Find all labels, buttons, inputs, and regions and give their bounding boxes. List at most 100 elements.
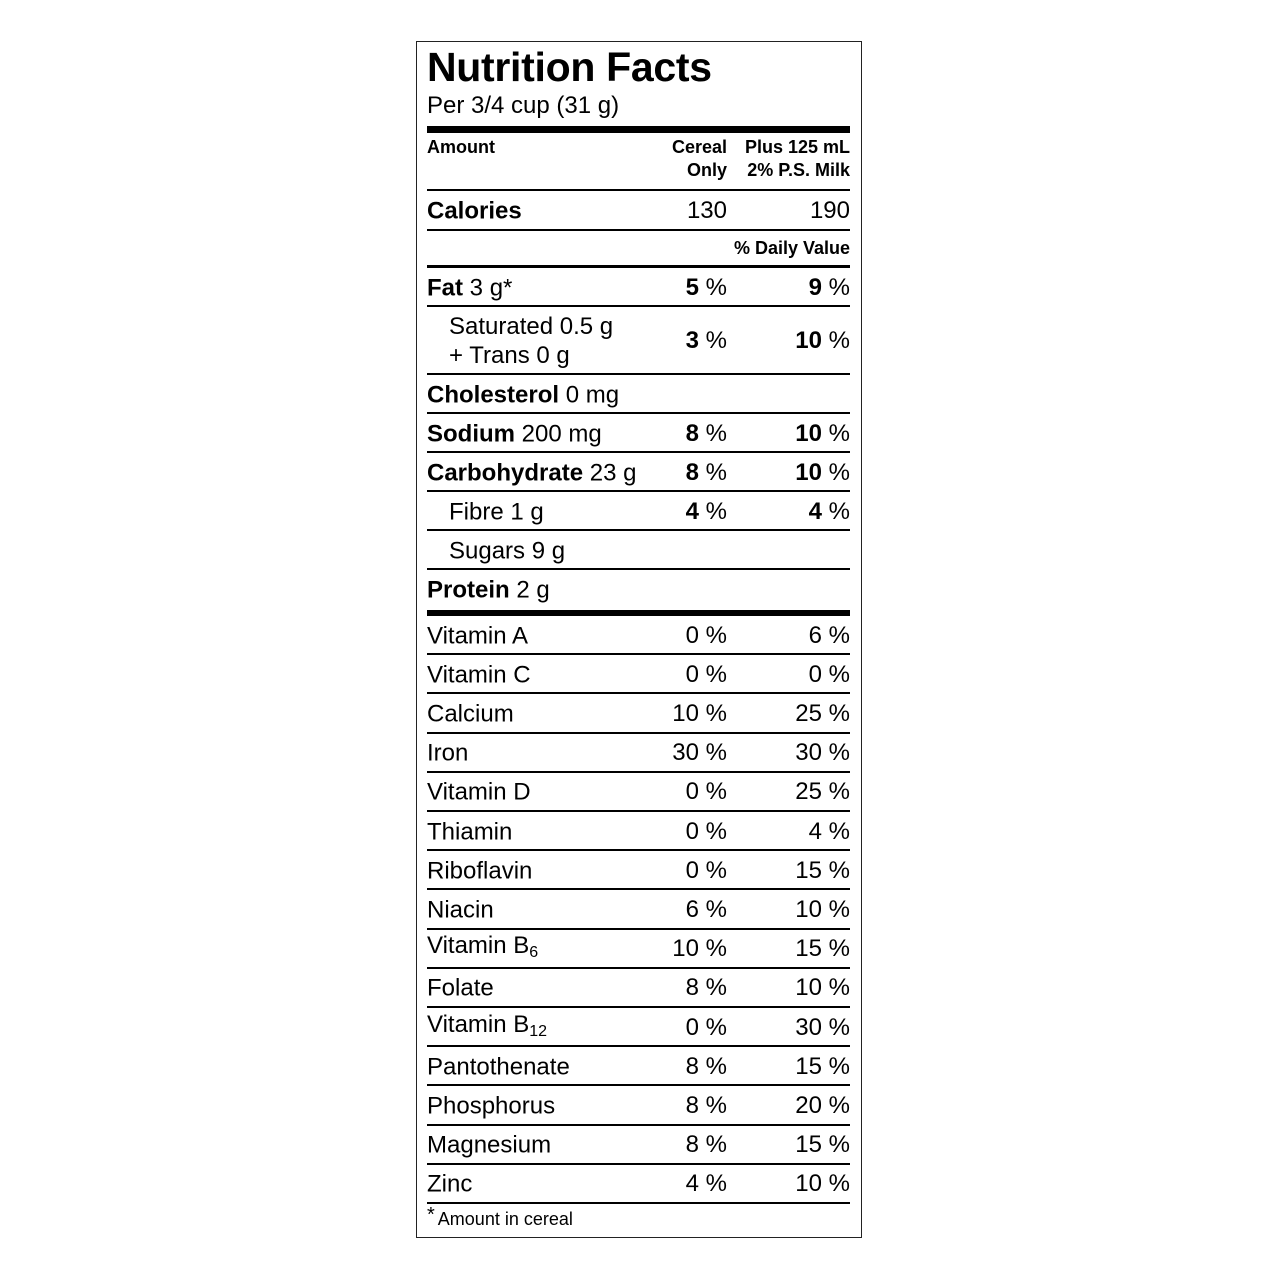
cereal-heading-line2: Only — [686, 160, 727, 180]
nutrient-label: Sodium — [427, 420, 515, 447]
percent-sign: % — [698, 419, 727, 447]
vitamin-name: Pantothenate — [427, 1052, 570, 1081]
vitamin-row: Phosphorus 8 % 20 % — [427, 1086, 850, 1126]
divider — [427, 653, 850, 656]
vitamin-name: Magnesium — [427, 1131, 551, 1160]
milk-dv: 10 % — [795, 327, 850, 355]
vitamin-label: Zinc — [427, 1170, 473, 1198]
divider — [427, 1084, 850, 1087]
vitamin-label: Niacin — [427, 896, 494, 924]
vitamin-row: Folate 8 % 10 % — [427, 969, 850, 1008]
with-milk-heading: Plus 125 mL 2% P.S. Milk — [745, 136, 850, 182]
milk-heading-line1: Plus 125 mL — [744, 137, 850, 157]
vitamin-milk-dv: 6 % — [808, 621, 850, 649]
nutrient-name: Sodium 200 mg — [427, 419, 602, 448]
nutrient-name: Protein 2 g — [427, 575, 550, 604]
nutrient-label: Cholesterol — [427, 381, 560, 408]
vitamin-name: Folate — [427, 974, 494, 1003]
percent-sign: % — [698, 327, 727, 354]
cereal-dv-value: 8 — [685, 458, 699, 486]
nutrient-name: Saturated 0.5 g + Trans 0 g — [449, 312, 613, 370]
vitamin-name: Thiamin — [427, 817, 512, 846]
nutrient-name: Carbohydrate 23 g — [427, 458, 636, 487]
vitamin-cereal-dv: 4 % — [685, 1170, 727, 1198]
divider — [427, 1201, 850, 1204]
milk-dv-value: 10 — [795, 458, 822, 486]
vitamin-cereal-dv: 8 % — [685, 1052, 727, 1080]
nutrient-amount: 3 g* — [469, 274, 513, 301]
vitamin-name: Phosphorus — [427, 1091, 555, 1120]
milk-dv: 10 % — [795, 420, 850, 448]
footnote-text: Amount in cereal — [437, 1209, 573, 1229]
vitamin-name: Vitamin B6 — [427, 931, 538, 967]
vitamin-name: Vitamin D — [427, 778, 531, 807]
vitamin-row: Thiamin 0 % 4 % — [427, 812, 850, 852]
milk-heading-line2: 2% P.S. Milk — [747, 160, 850, 180]
divider — [427, 849, 850, 852]
milk-dv: 10 % — [795, 459, 850, 487]
calories-with-milk: 190 — [809, 196, 850, 224]
vitamin-row: Riboflavin 0 % 15 % — [427, 851, 850, 891]
footnote: * Amount in cereal — [427, 1204, 573, 1231]
vitamin-row: Vitamin D 0 % 25 % — [427, 773, 850, 812]
divider — [427, 1162, 850, 1165]
daily-value-heading: % Daily Value — [733, 238, 850, 258]
divider — [427, 412, 850, 414]
vitamin-milk-dv: 15 % — [795, 935, 850, 963]
percent-sign: % — [698, 458, 727, 486]
vitamin-label: Phosphorus — [427, 1092, 556, 1120]
nutrient-name-line1: Saturated 0.5 g — [449, 313, 614, 340]
milk-dv-value: 10 — [795, 327, 822, 354]
vitamin-label: Vitamin A — [427, 622, 528, 650]
divider — [427, 451, 850, 453]
nutrient-row: Sugars 9 g — [427, 531, 850, 570]
divider — [427, 1123, 850, 1126]
percent-sign: % — [821, 327, 850, 354]
vitamin-milk-dv: 30 % — [795, 739, 850, 767]
vitamin-milk-dv: 10 % — [795, 974, 850, 1002]
vitamin-name: Riboflavin — [427, 856, 532, 885]
divider — [427, 966, 850, 969]
vitamin-milk-dv: 15 % — [795, 1131, 850, 1159]
divider — [427, 229, 850, 231]
cereal-dv: 3 % — [686, 327, 727, 355]
milk-dv-value: 4 — [808, 497, 822, 525]
vitamin-milk-dv: 10 % — [795, 1170, 850, 1198]
percent-sign: % — [698, 497, 727, 525]
nutrient-row: Protein 2 g — [427, 570, 850, 609]
calories-row: Calories 130 190 — [427, 191, 850, 230]
cereal-dv: 4 % — [686, 498, 727, 526]
vitamin-label: Iron — [427, 739, 469, 767]
vitamin-row: Pantothenate 8 % 15 % — [427, 1047, 850, 1087]
vitamin-milk-dv: 25 % — [795, 778, 850, 806]
serving-size: Per 3/4 cup (31 g) — [427, 92, 620, 119]
divider — [427, 305, 850, 307]
divider — [427, 568, 850, 570]
percent-sign: % — [821, 273, 850, 301]
percent-sign: % — [821, 458, 850, 486]
divider — [427, 529, 850, 531]
nutrient-label: Protein — [427, 576, 510, 603]
vitamin-row: Calcium 10 % 25 % — [427, 694, 850, 734]
vitamin-cereal-dv: 6 % — [685, 895, 727, 923]
divider — [427, 265, 850, 268]
cereal-dv: 5 % — [686, 274, 727, 302]
divider — [427, 770, 850, 773]
vitamin-label: Riboflavin — [427, 857, 533, 885]
vitamin-cereal-dv: 0 % — [685, 856, 727, 884]
vitamin-cereal-dv: 0 % — [685, 778, 727, 806]
vitamin-subscript: 6 — [529, 944, 539, 962]
nutrient-row: Sodium 200 mg 8 % 10 % — [427, 414, 850, 453]
vitamin-name: Iron — [427, 739, 468, 768]
milk-dv-value: 10 — [795, 419, 822, 447]
vitamin-label: Vitamin B — [427, 1010, 530, 1038]
vitamin-milk-dv: 15 % — [795, 856, 850, 884]
nutrient-label: Fibre 1 g — [449, 498, 544, 525]
milk-dv: 9 % — [809, 274, 850, 302]
vitamin-milk-dv: 0 % — [808, 660, 850, 688]
vitamin-name: Zinc — [427, 1170, 472, 1199]
nutrient-row: Cholesterol 0 mg — [427, 375, 850, 414]
thick-divider — [427, 610, 850, 616]
